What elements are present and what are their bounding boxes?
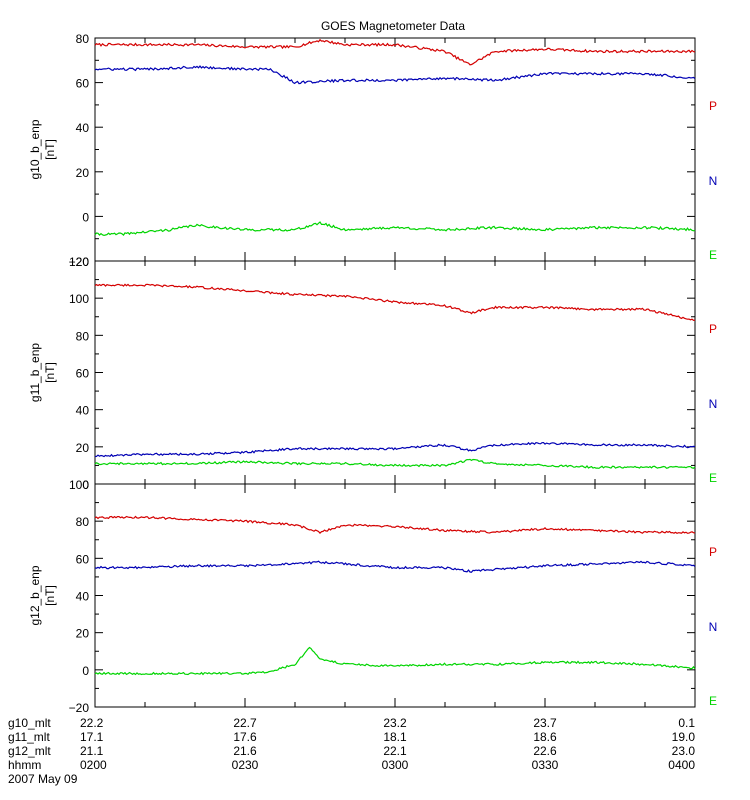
series-label-P: P (709, 322, 717, 336)
series-line-E (94, 646, 696, 676)
y-tick-label: 0 (82, 478, 89, 492)
series-label-N: N (709, 174, 718, 188)
footer-row-value: 22.2 (80, 716, 104, 730)
footer-row-value: 0330 (532, 758, 559, 772)
footer-row-value: 18.1 (383, 730, 407, 744)
series-line-N (94, 65, 696, 85)
footer-row-value: 23.2 (383, 716, 407, 730)
y-axis-unit: [nT] (43, 139, 57, 160)
footer-row-value: 17.1 (80, 730, 104, 744)
panel-3: −20 0 20 40 60 80 100 g12_b_enp [nT] P N E (28, 478, 717, 715)
y-tick-label: 80 (76, 515, 90, 529)
series-line-E (94, 221, 696, 237)
y-tick-label: 60 (76, 552, 90, 566)
y-tick-label: 40 (76, 590, 90, 604)
footer-row-value: 21.1 (80, 744, 104, 758)
series-line-P (94, 515, 696, 534)
y-tick-label: −20 (69, 255, 90, 269)
y-tick-label: 20 (76, 441, 90, 455)
series-label-P: P (709, 99, 717, 113)
y-tick-label: 100 (69, 292, 89, 306)
y-tick-label: −20 (69, 701, 90, 715)
y-axis-label: g10_b_enp (28, 119, 42, 179)
y-tick-label: 20 (76, 627, 90, 641)
footer-row-value: 22.1 (383, 744, 407, 758)
footer-row-name: hhmm (8, 758, 41, 772)
y-tick-label: 80 (76, 32, 90, 46)
series-line-E (94, 458, 696, 469)
y-axis-unit: [nT] (43, 585, 57, 606)
y-axis-label: g12_b_enp (28, 565, 42, 625)
series-line-N (94, 560, 696, 573)
footer-row-name: g11_mlt (8, 730, 50, 744)
footer-row-value: 0300 (382, 758, 409, 772)
panel-2: 0 20 40 60 80 100 120 g11_b_enp [nT] P N E (28, 255, 717, 492)
series-label-E: E (709, 248, 717, 262)
y-tick-label: 40 (76, 121, 90, 135)
y-tick-label: 60 (76, 77, 90, 91)
footer-row-value: 22.7 (233, 716, 257, 730)
series-line-P (94, 38, 696, 66)
footer-row-value: 23.7 (533, 716, 557, 730)
footer-row-value: 19.0 (672, 730, 696, 744)
series-line-P (94, 283, 696, 322)
footer-row-value: 0230 (232, 758, 259, 772)
y-tick-label: 80 (76, 329, 90, 343)
footer-row-value: 17.6 (233, 730, 257, 744)
y-axis-label: g11_b_enp (28, 343, 42, 403)
panel-1: −20 0 20 40 60 80 g10_b_enp [nT] P N E (28, 32, 717, 269)
footer-row-name: g10_mlt (8, 716, 51, 730)
plot-frame (94, 260, 696, 485)
chart-title: GOES Magnetometer Data (321, 19, 465, 33)
footer-date: 2007 May 09 (8, 772, 78, 786)
footer-table: g10_mlt 22.2 22.7 23.2 23.7 0.1 g11_mlt 17.1 17.… (8, 716, 695, 786)
y-tick-label: 60 (76, 367, 90, 381)
series-label-E: E (709, 694, 717, 708)
series-label-E: E (709, 471, 717, 485)
series-label-P: P (709, 545, 717, 559)
y-tick-label: 120 (69, 255, 89, 269)
footer-row-value: 23.0 (672, 744, 696, 758)
series-label-N: N (709, 620, 718, 634)
footer-row-value: 18.6 (533, 730, 557, 744)
footer-row-value: 0400 (668, 758, 695, 772)
footer-row-name: g12_mlt (8, 744, 51, 758)
footer-row-value: 21.6 (233, 744, 257, 758)
series-label-N: N (709, 397, 718, 411)
series-line-N (94, 441, 696, 458)
y-tick-label: 40 (76, 404, 90, 418)
y-tick-label: 0 (82, 210, 89, 224)
y-axis-unit: [nT] (43, 362, 57, 383)
y-tick-label: 20 (76, 166, 90, 180)
footer-row-value: 22.6 (533, 744, 557, 758)
y-tick-label: 0 (82, 664, 89, 678)
footer-row-value: 0.1 (678, 716, 695, 730)
footer-row-value: 0200 (80, 758, 107, 772)
y-tick-label: 100 (69, 478, 89, 492)
